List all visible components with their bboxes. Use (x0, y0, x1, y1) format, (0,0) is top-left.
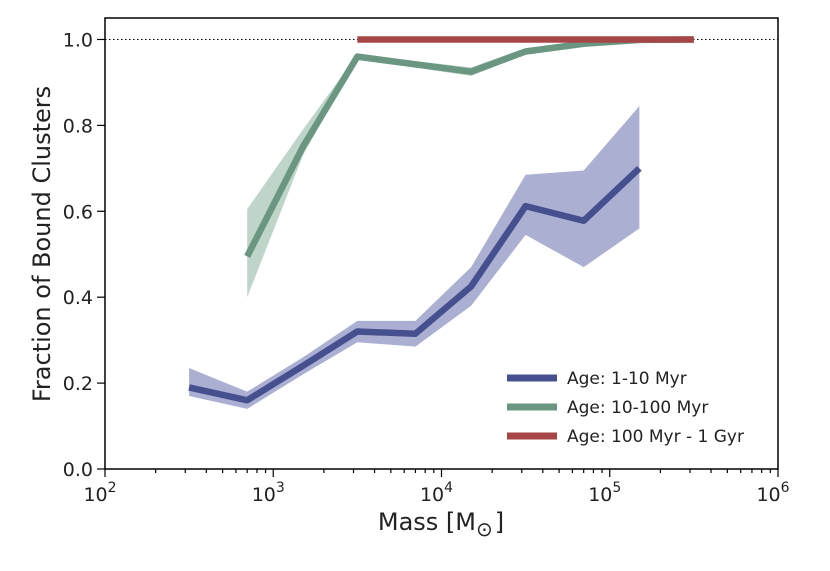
y-ticks: 0.0 0.2 0.4 0.6 0.8 1.0 (63, 29, 105, 481)
x-tick-exponent: 2 (108, 480, 117, 496)
x-tick-exponent: 5 (612, 480, 621, 496)
x-tick-base: 10 (83, 484, 107, 506)
legend-label-3: Age: 100 Myr - 1 Gyr (567, 427, 744, 447)
x-tick-label: 105 (588, 480, 621, 506)
x-axis-title-text: Mass [M (378, 508, 476, 536)
series-1-band (189, 106, 640, 409)
x-tick-label: 104 (420, 480, 453, 506)
legend: Age: 1-10 Myr Age: 10-100 Myr Age: 100 Myr… (507, 369, 744, 447)
x-tick-base: 10 (420, 484, 444, 506)
x-tick-label: 106 (756, 480, 789, 506)
y-tick-label: 0.2 (63, 373, 93, 395)
x-tick-exponent: 6 (781, 480, 790, 496)
x-axis-title: Mass [M⊙] (378, 508, 504, 541)
x-tick-label: 103 (252, 480, 285, 506)
legend-label-1: Age: 1-10 Myr (567, 369, 687, 389)
y-tick-label: 0.4 (63, 287, 93, 309)
x-ticks: 102 103 104 105 106 (83, 469, 790, 506)
x-tick-label: 102 (83, 480, 116, 506)
y-tick-label: 0.0 (63, 459, 93, 481)
confidence-bands (189, 39, 694, 409)
y-tick-label: 1.0 (63, 29, 93, 51)
x-tick-base: 10 (252, 484, 276, 506)
y-tick-label: 0.6 (63, 201, 93, 223)
y-tick-label: 0.8 (63, 115, 93, 137)
x-tick-exponent: 3 (276, 480, 285, 496)
x-axis-title-close: ] (495, 508, 504, 536)
y-axis-title: Fraction of Bound Clusters (28, 86, 56, 402)
x-axis-title-symbol: ⊙ (476, 517, 493, 541)
x-tick-base: 10 (756, 484, 780, 506)
legend-label-2: Age: 10-100 Myr (567, 398, 708, 418)
series-lines (188, 36, 694, 404)
x-tick-exponent: 4 (444, 480, 453, 496)
x-tick-base: 10 (588, 484, 612, 506)
